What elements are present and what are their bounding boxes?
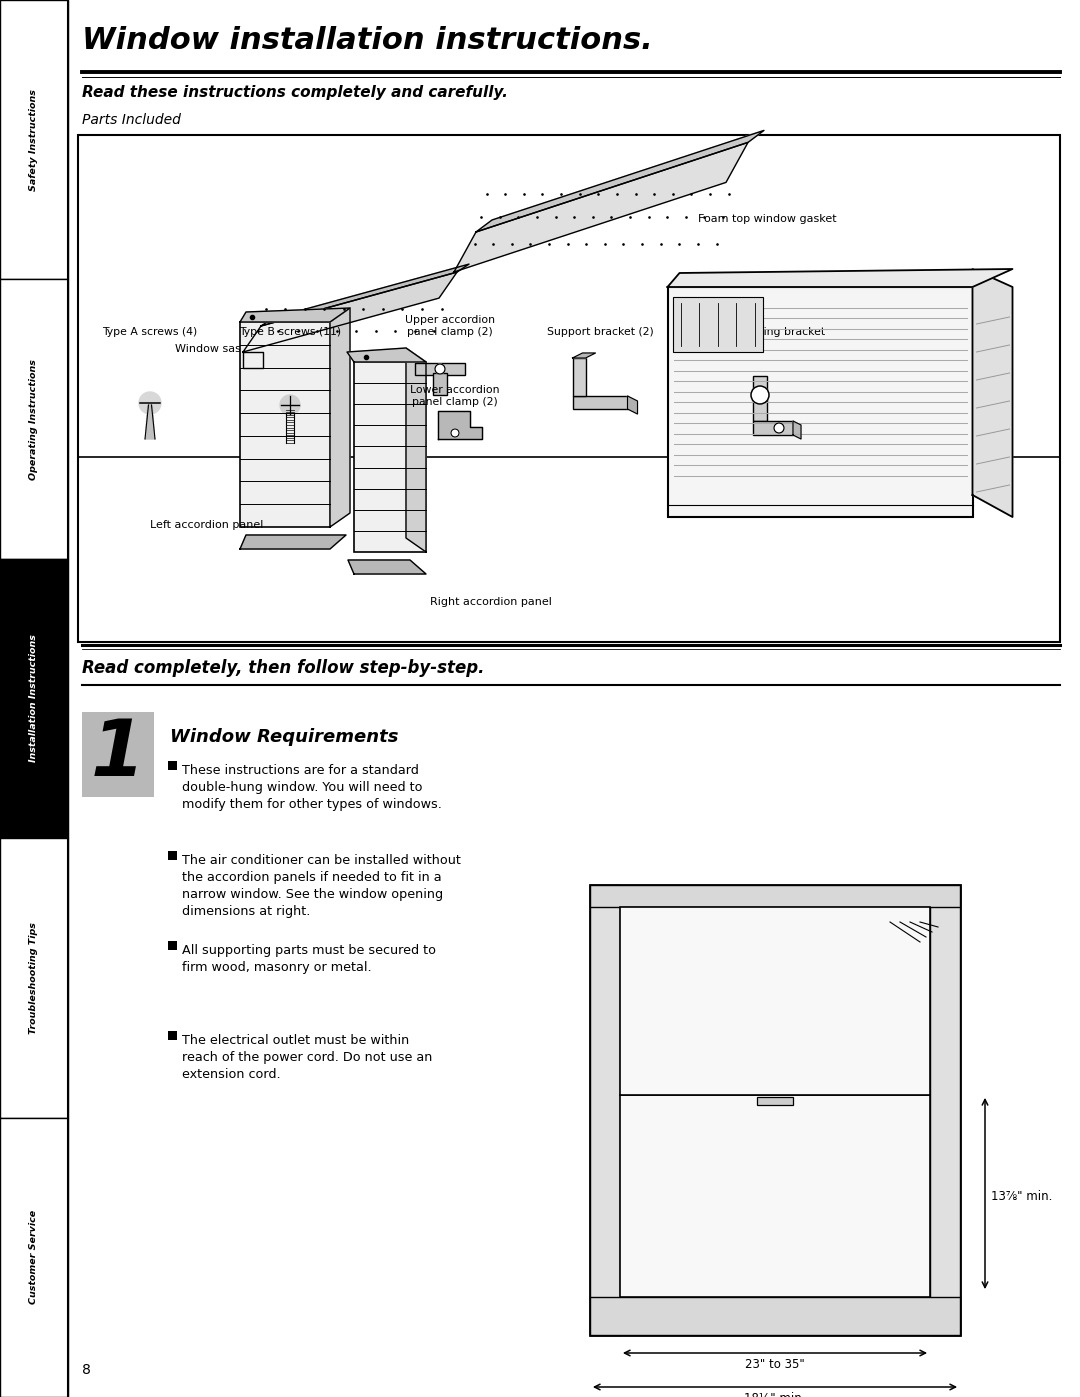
Polygon shape (454, 142, 748, 272)
Bar (590, 886, 620, 1336)
Polygon shape (146, 425, 154, 427)
Text: Troubleshooting Tips: Troubleshooting Tips (29, 922, 39, 1034)
Bar (82, 712, 154, 798)
Text: 23" to 35": 23" to 35" (745, 1358, 805, 1370)
Bar (620, 907, 930, 1095)
Bar (78, 136, 1059, 643)
Bar (753, 420, 793, 434)
Polygon shape (572, 353, 595, 358)
Text: Read completely, then follow step-by-step.: Read completely, then follow step-by-ste… (82, 659, 485, 678)
Polygon shape (261, 264, 469, 326)
Text: Operating Instructions: Operating Instructions (29, 359, 39, 479)
Bar (930, 886, 960, 1336)
Polygon shape (476, 130, 764, 232)
Polygon shape (347, 348, 426, 362)
Circle shape (451, 429, 459, 437)
Polygon shape (147, 408, 153, 411)
Bar (757, 1097, 793, 1105)
Polygon shape (330, 307, 350, 527)
Text: Left accordion panel: Left accordion panel (150, 520, 264, 529)
Bar (673, 298, 762, 352)
Polygon shape (793, 420, 801, 439)
Polygon shape (147, 416, 153, 419)
Bar (0, 279, 68, 559)
Bar (168, 761, 177, 770)
Polygon shape (240, 535, 346, 549)
Bar (572, 395, 627, 409)
Bar (168, 851, 177, 861)
Polygon shape (438, 411, 482, 439)
Bar (590, 886, 960, 1336)
Circle shape (139, 393, 161, 414)
Text: Right accordion panel: Right accordion panel (430, 597, 552, 608)
Text: Parts Included: Parts Included (82, 113, 180, 127)
Text: The electrical outlet must be within
reach of the power cord. Do not use an
exte: The electrical outlet must be within rea… (183, 1034, 432, 1081)
Polygon shape (406, 348, 426, 552)
Text: Foam top window gasket: Foam top window gasket (698, 214, 837, 224)
Text: The air conditioner can be installed without
the accordion panels if needed to f: The air conditioner can be installed wit… (183, 854, 461, 918)
Bar (753, 376, 767, 420)
Polygon shape (147, 411, 153, 414)
Text: Installation Instructions: Installation Instructions (29, 634, 39, 763)
Text: 1: 1 (91, 717, 145, 792)
Text: All supporting parts must be secured to
firm wood, masonry or metal.: All supporting parts must be secured to … (183, 944, 436, 974)
Text: Customer Service: Customer Service (29, 1210, 39, 1305)
Polygon shape (972, 270, 1013, 517)
Bar (354, 362, 426, 552)
Text: Upper accordion
panel clamp (2): Upper accordion panel clamp (2) (405, 316, 495, 337)
Polygon shape (243, 272, 457, 352)
Circle shape (751, 386, 769, 404)
Text: These instructions are for a standard
double-hung window. You will need to
modif: These instructions are for a standard do… (183, 764, 442, 812)
Bar (620, 1095, 930, 1296)
Circle shape (280, 395, 300, 415)
Bar (590, 886, 960, 907)
Text: Read these instructions completely and carefully.: Read these instructions completely and c… (82, 85, 508, 101)
Bar (168, 942, 177, 950)
Polygon shape (145, 433, 154, 436)
Polygon shape (243, 352, 264, 367)
Text: Window locking bracket: Window locking bracket (694, 327, 825, 337)
Polygon shape (146, 430, 154, 433)
Polygon shape (147, 405, 152, 408)
Bar (433, 373, 447, 395)
Bar (0, 0, 68, 279)
Text: Window installation instructions.: Window installation instructions. (82, 27, 652, 54)
Text: Safety Instructions: Safety Instructions (29, 89, 39, 190)
Bar (0, 838, 68, 1118)
Bar (572, 358, 585, 395)
Polygon shape (146, 422, 154, 425)
Text: 13⅞" min.: 13⅞" min. (991, 1189, 1052, 1203)
Bar (667, 286, 972, 517)
Polygon shape (146, 427, 154, 430)
Bar (240, 321, 330, 527)
Circle shape (435, 365, 445, 374)
Text: Lower accordion
panel clamp (2): Lower accordion panel clamp (2) (410, 386, 500, 407)
Text: Type B screws (11): Type B screws (11) (239, 327, 341, 337)
Bar (415, 363, 465, 374)
Bar (590, 1296, 960, 1336)
Bar (0, 559, 68, 838)
Text: 8: 8 (82, 1363, 91, 1377)
Polygon shape (147, 414, 153, 416)
Text: Window Requirements: Window Requirements (170, 728, 399, 746)
Bar (168, 1031, 177, 1039)
Polygon shape (145, 436, 156, 439)
Polygon shape (667, 270, 1013, 286)
Text: 18½" min.
(Without accordion panels): 18½" min. (Without accordion panels) (696, 1391, 854, 1397)
Text: Window sash seal: Window sash seal (175, 344, 274, 353)
Polygon shape (146, 419, 153, 422)
Polygon shape (348, 560, 426, 574)
Polygon shape (240, 307, 350, 321)
Text: Support bracket (2): Support bracket (2) (546, 327, 653, 337)
Polygon shape (627, 395, 637, 414)
Text: Type A screws (4): Type A screws (4) (103, 327, 198, 337)
Text: Air conditioner: Air conditioner (875, 272, 957, 282)
Circle shape (774, 423, 784, 433)
Bar (0, 1118, 68, 1397)
